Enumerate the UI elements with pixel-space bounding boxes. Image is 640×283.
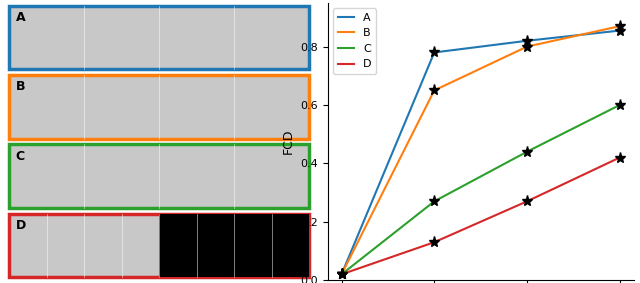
- Line: A: A: [336, 25, 625, 280]
- A: [523, 39, 531, 42]
- Text: B: B: [15, 80, 25, 93]
- A: [338, 273, 346, 276]
- FancyBboxPatch shape: [234, 214, 272, 277]
- D: [523, 200, 531, 203]
- B: [338, 273, 346, 276]
- Line: B: B: [336, 21, 625, 280]
- Line: C: C: [336, 99, 625, 280]
- D: [616, 156, 623, 159]
- Line: D: D: [336, 152, 625, 280]
- B: [523, 45, 531, 48]
- FancyBboxPatch shape: [197, 214, 234, 277]
- FancyBboxPatch shape: [272, 214, 309, 277]
- C: [616, 103, 623, 107]
- Text: A: A: [15, 11, 25, 24]
- FancyBboxPatch shape: [159, 214, 197, 277]
- Y-axis label: FCD: FCD: [282, 129, 294, 154]
- C: [523, 150, 531, 153]
- FancyBboxPatch shape: [10, 144, 309, 208]
- D: [338, 273, 346, 276]
- Text: C: C: [15, 150, 25, 163]
- D: [431, 241, 438, 244]
- B: [616, 25, 623, 28]
- FancyBboxPatch shape: [10, 6, 309, 69]
- C: [431, 200, 438, 203]
- A: [616, 29, 623, 32]
- B: [431, 89, 438, 92]
- Text: D: D: [15, 219, 26, 232]
- C: [338, 273, 346, 276]
- Legend: A, B, C, D: A, B, C, D: [333, 8, 376, 74]
- FancyBboxPatch shape: [10, 75, 309, 139]
- A: [431, 51, 438, 54]
- FancyBboxPatch shape: [10, 214, 309, 277]
